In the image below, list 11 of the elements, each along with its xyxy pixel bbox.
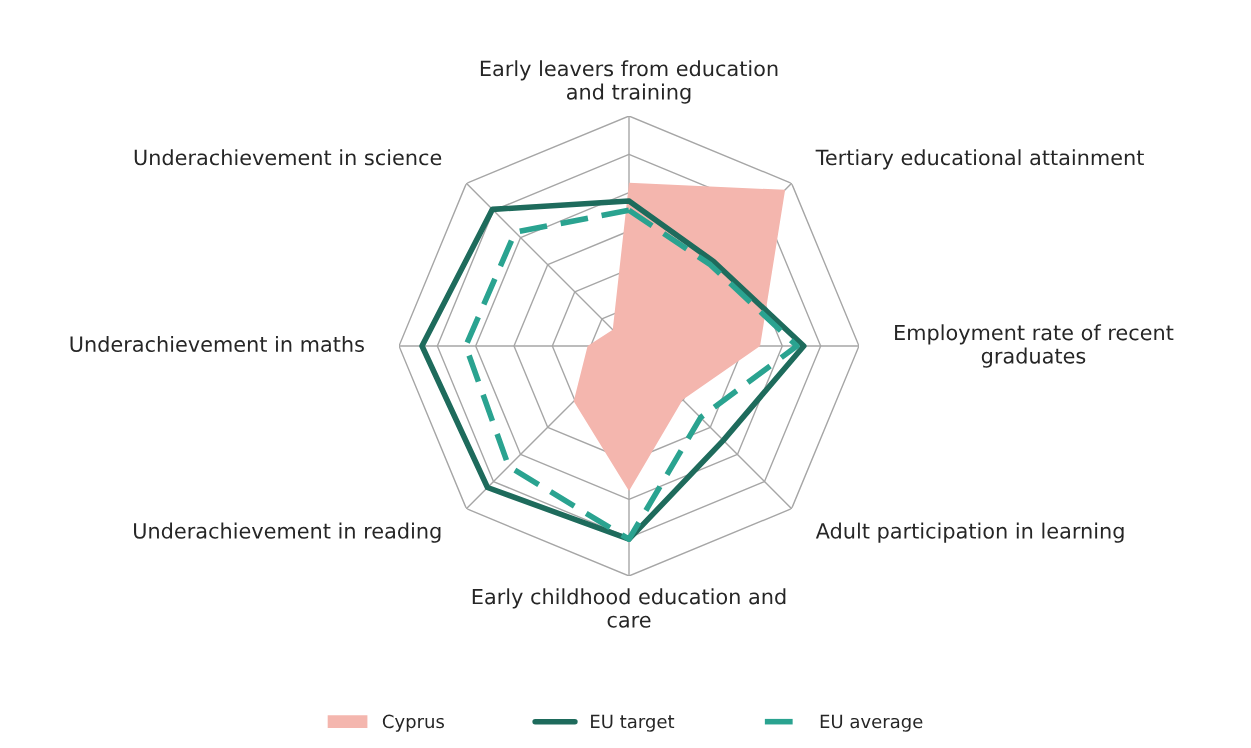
spoke-label: Tertiary educational attainment [815, 149, 1144, 170]
spoke-label: Early leavers from education and training [480, 60, 778, 104]
spoke-label: Early childhood education and care [472, 588, 786, 628]
spoke-label: Underachievement in maths [70, 335, 364, 353]
spoke-label: Underachievement in science [134, 149, 442, 166]
legend-label: Cyprus [382, 714, 444, 732]
legend-label: EU average [820, 714, 923, 732]
legend-label: EU target [591, 714, 675, 732]
spoke-label: Underachievement in reading [134, 522, 441, 543]
spoke-label: Adult participation in learning [815, 522, 1124, 543]
spoke-label: Employment rate of recent graduates [895, 324, 1174, 368]
